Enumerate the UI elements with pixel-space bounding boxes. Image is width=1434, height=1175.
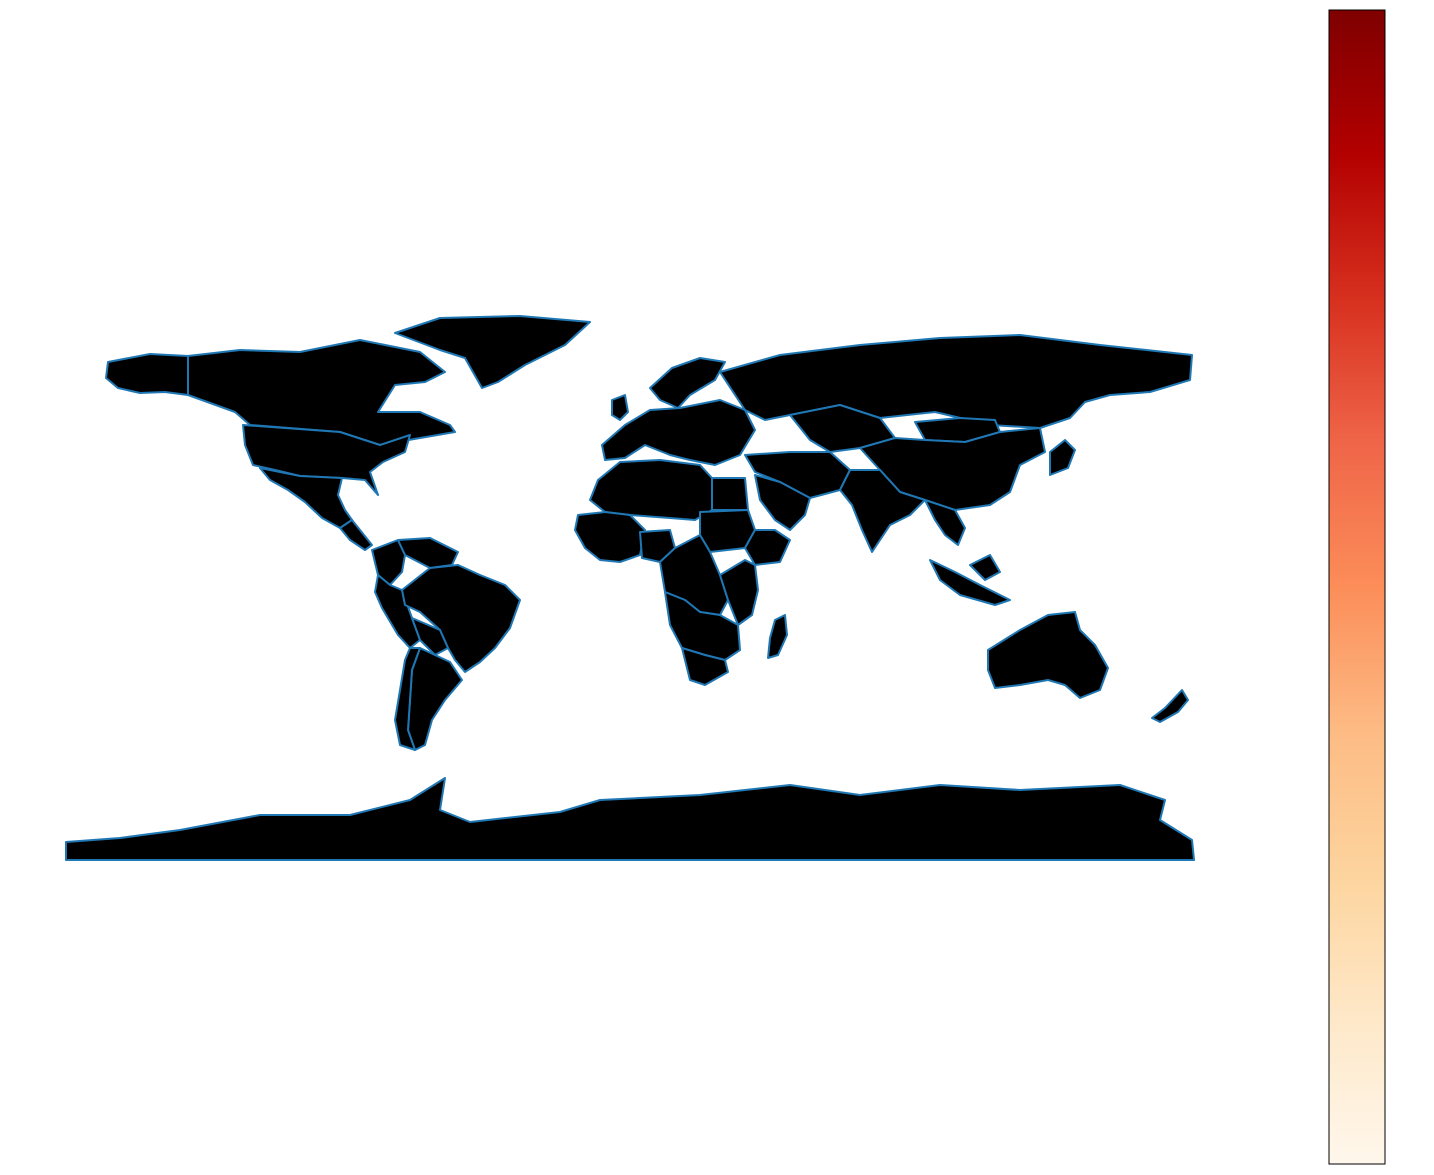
- region-west-africa: [574, 511, 646, 563]
- region-venezuela: [397, 537, 459, 569]
- region-egypt: [711, 477, 749, 511]
- region-uk: [611, 394, 629, 421]
- region-argentina: [407, 647, 463, 751]
- region-mexico: [259, 467, 353, 529]
- region-alaska: [105, 353, 189, 396]
- region-peru: [374, 574, 421, 649]
- region-chile: [394, 647, 421, 751]
- colorbar: [1328, 9, 1386, 1165]
- region-usa: [242, 424, 411, 496]
- world-map: [65, 315, 1195, 861]
- region-greenland: [394, 315, 591, 389]
- region-canada: [187, 339, 456, 446]
- region-brazil: [401, 564, 521, 673]
- region-western-europe: [601, 399, 756, 466]
- region-australia: [987, 611, 1109, 699]
- region-southern-africa: [664, 591, 741, 661]
- colorbar-gradient: [1328, 9, 1386, 1165]
- region-madagascar: [767, 614, 788, 659]
- region-south-africa: [681, 647, 729, 686]
- region-bolivia: [411, 617, 449, 656]
- region-central-america: [339, 519, 373, 551]
- region-new-zealand: [1151, 689, 1189, 723]
- region-southeast-asia: [924, 499, 966, 546]
- region-ethiopia: [744, 529, 791, 566]
- region-antarctica: [65, 777, 1195, 861]
- region-north-africa: [589, 459, 713, 521]
- region-indonesia: [929, 554, 1011, 606]
- region-east-africa: [719, 559, 759, 626]
- region-scandinavia: [649, 357, 726, 409]
- region-india: [839, 469, 926, 553]
- region-japan: [1049, 439, 1076, 476]
- region-saudi-arabia: [754, 474, 811, 531]
